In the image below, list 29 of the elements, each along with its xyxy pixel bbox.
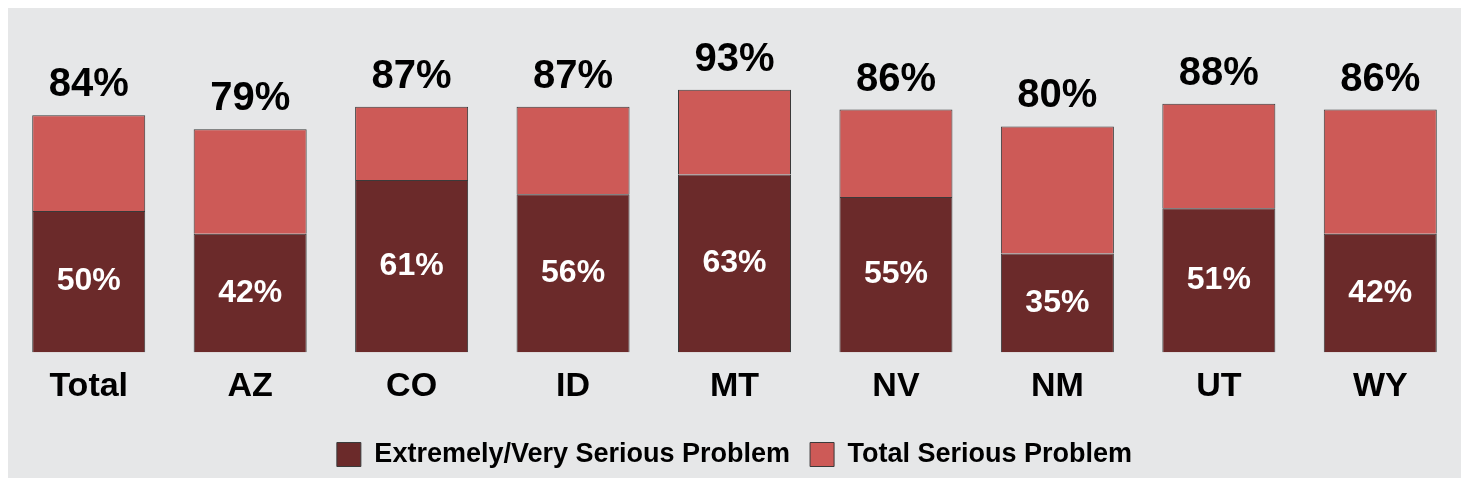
total-label: 87% <box>533 51 614 96</box>
x-tick-label: CO <box>386 364 438 403</box>
data-label: 55% <box>863 254 928 291</box>
data-label: 56% <box>541 253 606 290</box>
total-label: 80% <box>1017 71 1098 116</box>
total-label: 93% <box>694 34 775 79</box>
data-label: 35% <box>1025 282 1090 319</box>
legend-label: Extremely/Very Serious Problem <box>374 437 791 468</box>
x-tick-label: MT <box>709 364 760 403</box>
x-tick-label: Total <box>49 364 129 403</box>
x-tick-label: NV <box>872 364 920 403</box>
data-label: 51% <box>1186 260 1251 297</box>
data-label: 42% <box>1348 272 1413 309</box>
total-label: 79% <box>210 74 291 119</box>
x-tick-label: UT <box>1196 364 1242 403</box>
total-label: 86% <box>1340 54 1421 99</box>
total-label: 86% <box>855 54 936 99</box>
total-label: 87% <box>371 51 452 96</box>
total-label: 84% <box>48 60 129 105</box>
x-tick-label: NM <box>1030 364 1084 403</box>
legend-label: Total Serious Problem <box>847 437 1133 468</box>
total-label: 88% <box>1178 48 1259 93</box>
x-tick-label: WY <box>1352 364 1408 403</box>
data-label: 50% <box>56 261 121 298</box>
x-tick-label: AZ <box>227 364 273 403</box>
data-label: 61% <box>379 245 444 282</box>
data-label: 63% <box>702 243 767 280</box>
data-label: 42% <box>218 272 283 309</box>
x-tick-label: ID <box>556 364 591 403</box>
